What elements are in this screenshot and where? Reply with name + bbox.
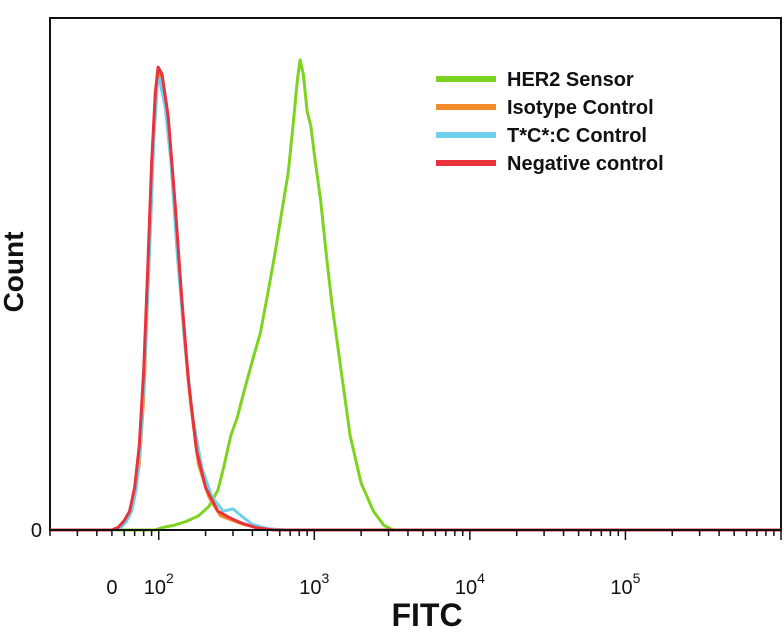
series-layer: [50, 58, 781, 532]
legend-entry: Isotype Control: [436, 97, 654, 119]
x-minor-ticks: [49, 530, 782, 540]
x-tick-label: 0: [106, 577, 117, 599]
legend-entry: Negative control: [436, 153, 664, 175]
y-axis-title: Count: [0, 232, 29, 313]
y-tick-zero: 0: [31, 520, 42, 542]
x-tick-label: 104: [455, 570, 485, 599]
legend-label: HER2 Sensor: [507, 69, 634, 91]
plot-frame: [49, 17, 782, 531]
legend-entry: T*C*:C Control: [436, 125, 647, 147]
series-line-her2-sensor: [50, 58, 781, 532]
legend-label: Negative control: [507, 153, 664, 175]
x-axis-title: FITC: [391, 597, 462, 633]
legend-entry: HER2 Sensor: [436, 69, 634, 91]
legend: HER2 Sensor Isotype Control T*C*:C Control…: [436, 69, 664, 175]
x-tick-label: 103: [299, 570, 329, 599]
legend-label: Isotype Control: [507, 97, 654, 119]
series-line-negative-control: [50, 65, 781, 532]
x-tick-labels: 0 102 103 104 105: [106, 570, 640, 599]
x-tick-label: 102: [144, 570, 174, 599]
legend-label: T*C*:C Control: [507, 125, 647, 147]
x-tick-label: 105: [610, 570, 640, 599]
series-line-t-c-c-control: [50, 77, 781, 532]
